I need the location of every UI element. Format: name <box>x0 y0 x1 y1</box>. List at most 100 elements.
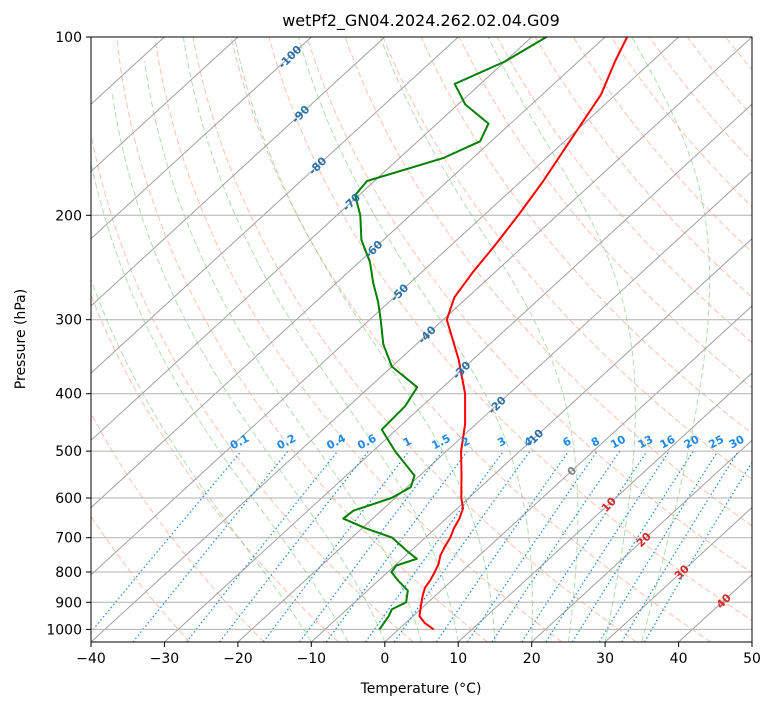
mixing-ratio-line <box>545 450 670 642</box>
plot-frame <box>90 36 753 643</box>
mixing-ratio-label: 10 <box>608 433 628 452</box>
x-tick-label: 30 <box>596 651 614 667</box>
mixing-ratio-line <box>365 450 504 642</box>
mixing-ratio-line <box>598 450 719 642</box>
dry-adiabat-line <box>268 37 752 622</box>
x-tick-label: −10 <box>297 651 327 667</box>
dry-adiabat-line <box>725 37 752 71</box>
mixing-ratio-label: 20 <box>682 433 702 452</box>
isotherm-line <box>91 37 459 374</box>
mixing-ratio-line <box>521 450 648 642</box>
isotherm-line <box>91 37 752 642</box>
x-tick-label: 50 <box>743 651 761 667</box>
x-tick-label: −40 <box>76 651 106 667</box>
mixing-ratio-line <box>262 450 410 642</box>
y-tick-label: 900 <box>55 595 82 611</box>
dry-adiabat-line <box>91 293 339 642</box>
isotherm-line <box>751 641 752 642</box>
y-tick-label: 500 <box>55 444 82 460</box>
x-tick-label: 20 <box>523 651 541 667</box>
moist-adiabat-line <box>379 37 579 642</box>
moist-adiabat-line <box>297 37 533 642</box>
chart-title: wetPf2_GN04.2024.262.02.04.G09 <box>282 11 560 31</box>
dry-adiabat-line <box>764 37 775 642</box>
sounding-profiles <box>342 37 628 631</box>
mixing-ratio-label: 30 <box>727 433 747 452</box>
mixing-ratio-line <box>466 450 598 642</box>
dry-adiabat-line <box>116 37 488 642</box>
mixing-ratio-line <box>186 450 339 642</box>
y-tick-label: 400 <box>55 387 82 403</box>
isotherm-line <box>237 170 752 642</box>
mixing-ratio-label: 13 <box>636 433 656 452</box>
mixing-ratio-line <box>621 450 739 642</box>
isotherm-line <box>310 237 752 642</box>
mixing-ratio-line <box>571 450 694 642</box>
dry-adiabat-line <box>306 37 752 574</box>
dry-adiabat-line <box>648 37 752 163</box>
temperature-profile-line <box>418 37 628 631</box>
y-tick-label: 100 <box>55 30 82 46</box>
dry-adiabat-line <box>534 37 752 298</box>
isotherm-line <box>91 37 533 442</box>
mixing-ratio-line <box>393 450 531 642</box>
moist-adiabat-line <box>111 94 386 642</box>
mixing-ratio-label: 1 <box>401 434 414 449</box>
isotherm-line <box>531 439 752 642</box>
y-tick-label: 800 <box>55 565 82 581</box>
isotherm-line <box>91 37 606 509</box>
x-tick-label: 10 <box>449 651 467 667</box>
dry-adiabat-line <box>91 131 414 642</box>
dry-adiabat-line <box>686 37 752 117</box>
isotherm-line <box>457 372 752 642</box>
isotherm-line <box>384 305 752 642</box>
mixing-ratio-label: 16 <box>658 433 678 452</box>
x-tick-label: 0 <box>380 651 389 667</box>
x-axis-title: Temperature (°C) <box>360 681 482 697</box>
moist-adiabat-line <box>144 61 422 642</box>
mixing-ratio-line <box>132 450 289 642</box>
mixing-ratio-line <box>435 450 570 642</box>
x-axis-ticks: −40 −30 −20 −10 0 10 20 30 40 50 <box>76 642 761 667</box>
mixing-ratio-line <box>299 450 444 642</box>
mixing-ratio-label: 25 <box>706 433 726 452</box>
isotherm-line <box>91 37 312 240</box>
moist-adiabat-line <box>91 160 349 642</box>
dry-adiabat-line <box>382 37 752 481</box>
isotherm-line <box>164 103 752 642</box>
x-tick-label: −20 <box>223 651 253 667</box>
y-tick-label: 200 <box>55 208 82 224</box>
mixing-ratio-label: 8 <box>589 434 602 449</box>
mixing-ratio-label: 0.1 <box>228 432 251 453</box>
mixing-ratio-label: 0.4 <box>324 432 348 453</box>
dry-adiabat-line <box>572 37 752 253</box>
x-tick-label: 40 <box>670 651 688 667</box>
dry-adiabat-line <box>91 412 265 642</box>
y-tick-label: 1000 <box>46 622 82 638</box>
y-tick-label: 700 <box>55 531 82 547</box>
dry-adiabat-line <box>496 37 752 344</box>
moist-adiabat-line <box>91 278 312 642</box>
y-tick-label: 300 <box>55 313 82 329</box>
mixing-ratio-line <box>219 450 370 642</box>
moist-adiabat-line <box>234 37 496 642</box>
dry-adiabat-line <box>192 37 637 642</box>
mixing-ratio-line <box>491 450 621 642</box>
moist-adiabat-line <box>487 37 636 642</box>
dry-adiabat-line <box>610 37 752 208</box>
mixing-ratio-label: 6 <box>561 434 574 449</box>
mixing-ratio-line <box>91 450 242 633</box>
y-axis-ticks: 100 200 300 400 500 600 700 800 900 1000 <box>46 30 91 638</box>
mixing-ratio-line <box>325 450 468 642</box>
background-reference-lines <box>91 37 775 642</box>
y-tick-label: 600 <box>55 491 82 507</box>
mixing-ratio-line <box>643 461 752 642</box>
dry-adiabat-line <box>91 515 190 642</box>
isotherm-line <box>91 37 239 173</box>
x-tick-label: −30 <box>150 651 180 667</box>
isotherm-line <box>91 37 679 576</box>
moist-adiabat-line <box>182 37 459 642</box>
mixing-ratio-label: 0.2 <box>275 432 298 453</box>
